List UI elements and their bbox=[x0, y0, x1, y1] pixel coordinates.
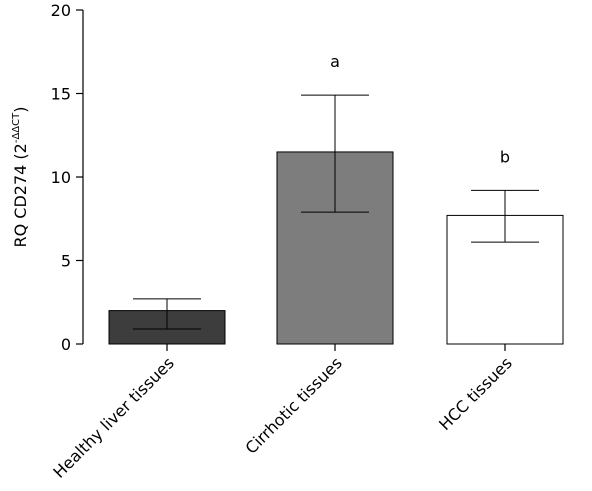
x-ticks: Healthy liver tissues Cirrhotic tissues HC… bbox=[49, 344, 516, 482]
y-tick-label: 10 bbox=[51, 168, 71, 187]
x-tick-label: Healthy liver tissues bbox=[49, 353, 177, 481]
y-tick-label: 5 bbox=[61, 252, 71, 271]
y-axis-label-main: RQ CD274 (2 bbox=[11, 143, 30, 247]
bars bbox=[108, 151, 564, 345]
y-axis-label: RQ CD274 (2-ΔΔCT) bbox=[11, 107, 30, 248]
x-tick-label: Cirrhotic tissues bbox=[242, 353, 346, 457]
y-tick-label: 20 bbox=[51, 1, 71, 20]
annotations: ab bbox=[330, 52, 510, 166]
x-tick-label: HCC tissues bbox=[435, 353, 516, 434]
y-axis-label-end: ) bbox=[11, 107, 30, 113]
significance-annotation: b bbox=[500, 147, 510, 166]
y-tick-label: 0 bbox=[61, 335, 71, 354]
significance-annotation: a bbox=[330, 52, 340, 71]
y-axis-label-sup: -ΔΔCT bbox=[11, 112, 22, 143]
error-bars bbox=[133, 94, 539, 330]
y-ticks: 0 5 10 15 20 bbox=[51, 1, 83, 354]
y-tick-label: 15 bbox=[51, 85, 71, 104]
